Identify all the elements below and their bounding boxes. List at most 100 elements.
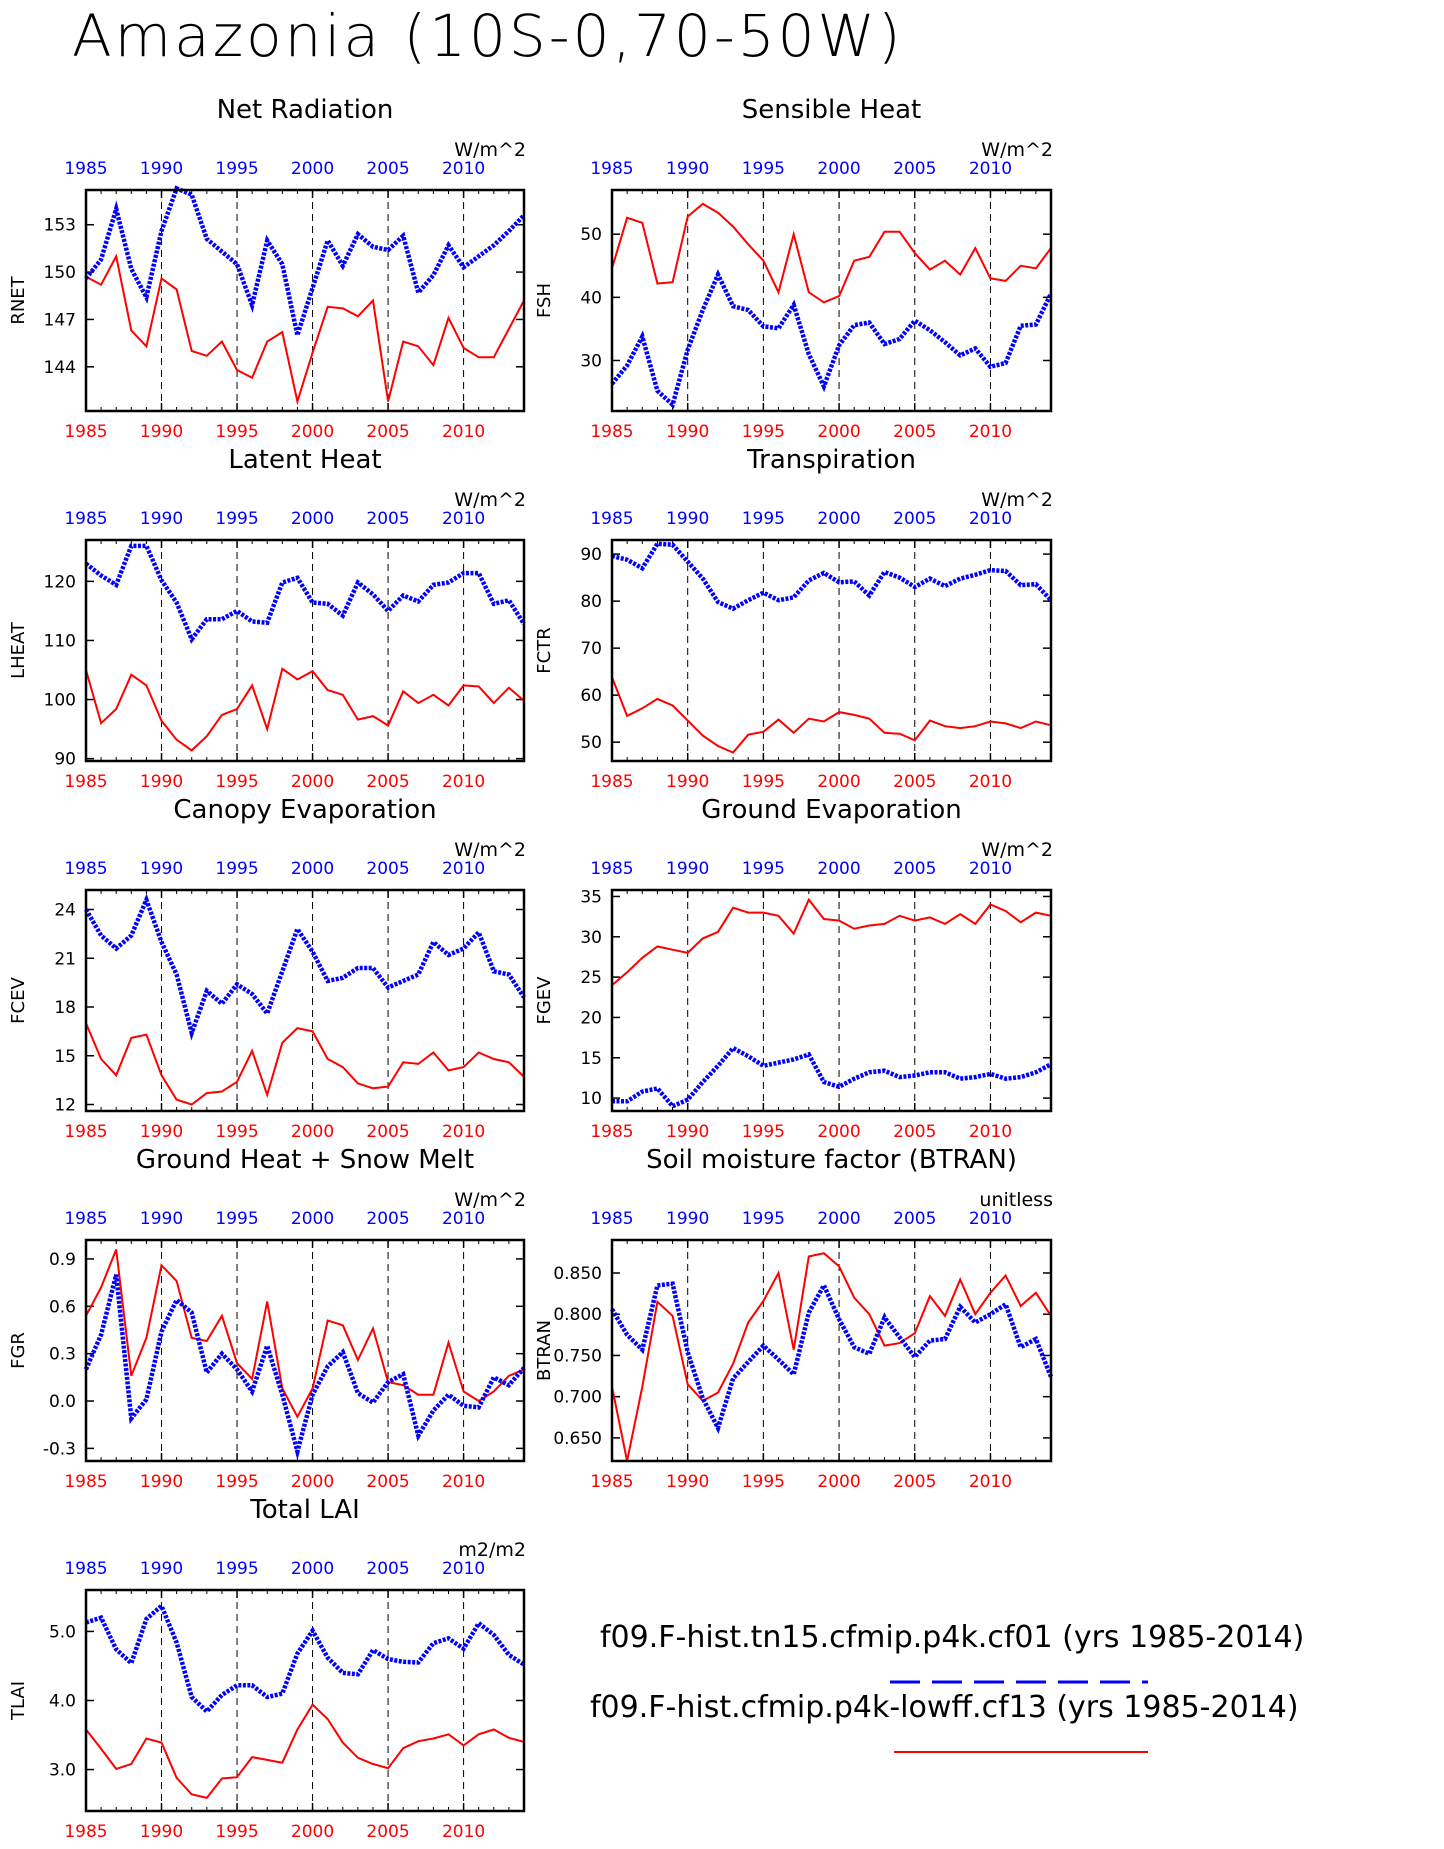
x-tick-label-top: 2000 — [291, 859, 334, 879]
x-tick-label-bottom: 1985 — [64, 1472, 107, 1492]
x-tick-label-top: 1985 — [590, 509, 633, 529]
y-axis-label: RNET — [8, 275, 29, 324]
x-tick-label-bottom: 1995 — [215, 1122, 258, 1142]
x-tick-label-bottom: 2010 — [442, 772, 485, 792]
y-tick-label: 30 — [580, 351, 602, 371]
x-tick-label-top: 1985 — [64, 1559, 107, 1579]
x-tick-label-top: 2000 — [817, 859, 860, 879]
x-tick-label-bottom: 1985 — [590, 1122, 633, 1142]
series-line-a — [84, 185, 526, 344]
y-tick-label: 30 — [580, 928, 602, 948]
x-tick-label-top: 1990 — [140, 1209, 183, 1229]
panel-fgr: Ground Heat + Snow Melt W/m^2 1985 1985 1990… — [8, 1145, 526, 1492]
x-tick-label-bottom: 2000 — [291, 1472, 334, 1492]
x-tick-label-top: 2005 — [893, 1209, 936, 1229]
x-tick-label-top: 1990 — [140, 859, 183, 879]
y-tick-label: 120 — [44, 572, 76, 592]
plot-frame — [84, 188, 526, 413]
panel-title: Ground Evaporation — [701, 795, 961, 825]
panel-btran: Soil moisture factor (BTRAN) unitless 1985… — [534, 1145, 1054, 1492]
plot-frame — [610, 1238, 1053, 1463]
x-tick-label-bottom: 1985 — [590, 422, 633, 442]
panel-fsh: Sensible Heat W/m^2 1985 1985 1990 1990 1995 19… — [534, 95, 1054, 442]
x-tick-label-bottom: 2000 — [817, 1122, 860, 1142]
plot-frame — [610, 888, 1053, 1113]
legend-label-series-b: f09.F-hist.cfmip.p4k-lowff.cf13 (yrs 198… — [590, 1690, 1299, 1725]
y-tick-label: 80 — [580, 592, 602, 612]
x-tick-label-top: 1990 — [666, 159, 709, 179]
series-line-a — [84, 893, 526, 1041]
x-tick-label-bottom: 2005 — [366, 422, 409, 442]
x-tick-label-bottom: 1995 — [742, 772, 785, 792]
x-tick-label-bottom: 1995 — [742, 422, 785, 442]
x-tick-label-bottom: 1990 — [140, 1122, 183, 1142]
x-tick-label-top: 2010 — [442, 1559, 485, 1579]
x-tick-label-bottom: 2005 — [893, 1122, 936, 1142]
x-tick-label-bottom: 1990 — [140, 422, 183, 442]
y-tick-label: 40 — [580, 288, 602, 308]
panel-title: Transpiration — [746, 445, 916, 475]
plot-frame — [84, 1588, 526, 1813]
series-line-b — [85, 1703, 525, 1800]
y-tick-label: 10 — [580, 1089, 602, 1109]
x-tick-label-bottom: 2005 — [366, 1472, 409, 1492]
plot-frame — [84, 888, 526, 1113]
x-tick-label-bottom: 1990 — [666, 422, 709, 442]
x-tick-label-bottom: 2010 — [969, 422, 1012, 442]
panel-title: Canopy Evaporation — [173, 795, 436, 825]
series-line-b — [85, 1249, 525, 1419]
x-tick-label-top: 2010 — [442, 859, 485, 879]
x-tick-label-top: 1985 — [64, 159, 107, 179]
x-tick-label-top: 1995 — [215, 509, 258, 529]
x-tick-label-bottom: 1990 — [666, 1472, 709, 1492]
plot-frame — [84, 538, 526, 763]
y-tick-label: 18 — [54, 998, 76, 1018]
x-tick-label-top: 2005 — [893, 859, 936, 879]
series-line-b — [611, 202, 1052, 304]
series-line-a — [84, 543, 526, 644]
y-tick-label: 90 — [54, 750, 76, 770]
x-tick-label-top: 2000 — [291, 509, 334, 529]
x-tick-label-bottom: 1985 — [64, 1122, 107, 1142]
x-tick-label-bottom: 2010 — [969, 772, 1012, 792]
x-tick-label-bottom: 2000 — [291, 1122, 334, 1142]
panel-units: W/m^2 — [981, 839, 1053, 861]
y-tick-label: 147 — [44, 310, 76, 330]
x-tick-label-top: 2010 — [969, 509, 1012, 529]
series-line-b — [611, 1252, 1052, 1462]
y-axis-label: BTRAN — [534, 1320, 555, 1381]
series-line-a — [610, 269, 1054, 409]
x-tick-label-top: 2005 — [893, 159, 936, 179]
x-tick-label-bottom: 1985 — [64, 422, 107, 442]
x-tick-label-bottom: 2010 — [442, 1822, 485, 1842]
x-tick-label-top: 2005 — [366, 509, 409, 529]
x-tick-label-bottom: 1990 — [140, 1472, 183, 1492]
x-tick-label-top: 2010 — [442, 1209, 485, 1229]
x-tick-label-top: 1990 — [666, 1209, 709, 1229]
panel-lheat: Latent Heat W/m^2 1985 1985 1990 1990 1995 1995… — [8, 445, 526, 792]
x-tick-label-bottom: 2005 — [893, 1472, 936, 1492]
x-tick-label-top: 1995 — [742, 1209, 785, 1229]
plot-frame — [84, 1238, 526, 1463]
y-tick-label: -0.3 — [43, 1439, 76, 1459]
legend-label-series-a: f09.F-hist.tn15.cfmip.p4k.cf01 (yrs 1985… — [600, 1620, 1305, 1655]
panel-title: Ground Heat + Snow Melt — [136, 1145, 474, 1175]
x-tick-label-bottom: 2010 — [442, 1122, 485, 1142]
plot-frame — [610, 538, 1053, 763]
x-tick-label-top: 1990 — [140, 1559, 183, 1579]
y-tick-label: 90 — [580, 545, 602, 565]
x-tick-label-top: 1995 — [215, 1559, 258, 1579]
y-axis-label: FSH — [534, 283, 555, 318]
x-tick-label-bottom: 1995 — [742, 1122, 785, 1142]
x-tick-label-top: 2005 — [366, 1559, 409, 1579]
panel-title: Soil moisture factor (BTRAN) — [646, 1145, 1017, 1175]
x-tick-label-bottom: 1985 — [590, 772, 633, 792]
y-tick-label: 0.850 — [553, 1264, 602, 1284]
x-tick-label-bottom: 1990 — [140, 772, 183, 792]
panel-title: Sensible Heat — [742, 95, 921, 125]
x-tick-label-top: 2010 — [442, 159, 485, 179]
plot-frame — [610, 188, 1053, 413]
x-tick-label-top: 2000 — [817, 509, 860, 529]
y-tick-label: 25 — [580, 968, 602, 988]
